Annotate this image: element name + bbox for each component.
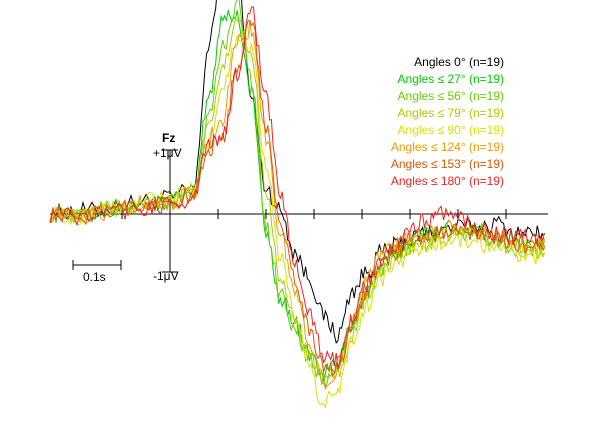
x-scale-label: 0.1s <box>83 270 106 284</box>
legend-entry-3: Angles ≤ 79° (n=19) <box>398 106 504 120</box>
series-lines <box>49 0 545 409</box>
y-scale-bottom-label: -1μV <box>153 269 179 283</box>
legend-entry-6: Angles ≤ 153° (n=19) <box>391 157 504 171</box>
channel-label: Fz <box>162 131 175 145</box>
legend: Angles 0° (n=19) Angles ≤ 27° (n=19) Angle… <box>391 55 504 188</box>
legend-entry-7: Angles ≤ 180° (n=19) <box>391 174 504 188</box>
legend-entry-2: Angles ≤ 56° (n=19) <box>398 89 504 103</box>
legend-entry-4: Angles ≤ 90° (n=19) <box>398 123 504 137</box>
legend-entry-1: Angles ≤ 27° (n=19) <box>398 72 504 86</box>
series-line-0 <box>49 0 545 345</box>
x-ticks <box>73 209 507 219</box>
legend-entry-0: Angles 0° (n=19) <box>414 55 504 69</box>
series-line-5 <box>49 20 545 391</box>
legend-entry-5: Angles ≤ 124° (n=19) <box>391 140 504 154</box>
series-line-7 <box>49 6 545 370</box>
series-line-6 <box>49 19 545 378</box>
y-scale-top-label: +1μV <box>153 146 182 160</box>
